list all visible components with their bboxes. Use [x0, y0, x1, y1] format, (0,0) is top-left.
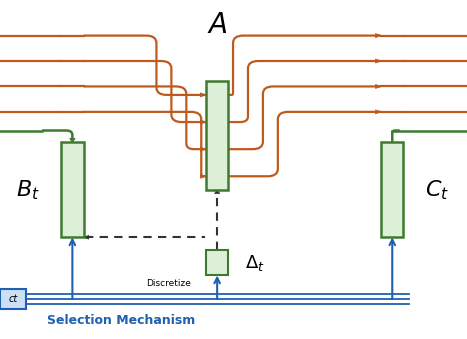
Polygon shape	[200, 174, 206, 178]
Polygon shape	[375, 110, 381, 114]
Text: Discretize: Discretize	[146, 279, 191, 288]
Polygon shape	[200, 147, 206, 151]
Bar	[206, 250, 228, 275]
Text: $A$: $A$	[207, 12, 227, 39]
Polygon shape	[375, 59, 381, 63]
Bar	[381, 142, 403, 237]
Polygon shape	[215, 190, 220, 194]
Text: $C_t$: $C_t$	[425, 178, 449, 202]
Text: $B_t$: $B_t$	[16, 178, 40, 202]
Bar	[0, 289, 26, 309]
Text: $\Delta_t$: $\Delta_t$	[245, 253, 265, 273]
Polygon shape	[200, 93, 206, 97]
Polygon shape	[375, 34, 381, 38]
Text: ct: ct	[8, 294, 17, 304]
Polygon shape	[84, 235, 89, 239]
Polygon shape	[389, 142, 395, 146]
Polygon shape	[200, 120, 206, 124]
Polygon shape	[70, 138, 75, 142]
Text: Selection Mechanism: Selection Mechanism	[47, 314, 195, 327]
Bar	[206, 81, 228, 190]
Bar	[61, 142, 84, 237]
Polygon shape	[375, 84, 381, 88]
